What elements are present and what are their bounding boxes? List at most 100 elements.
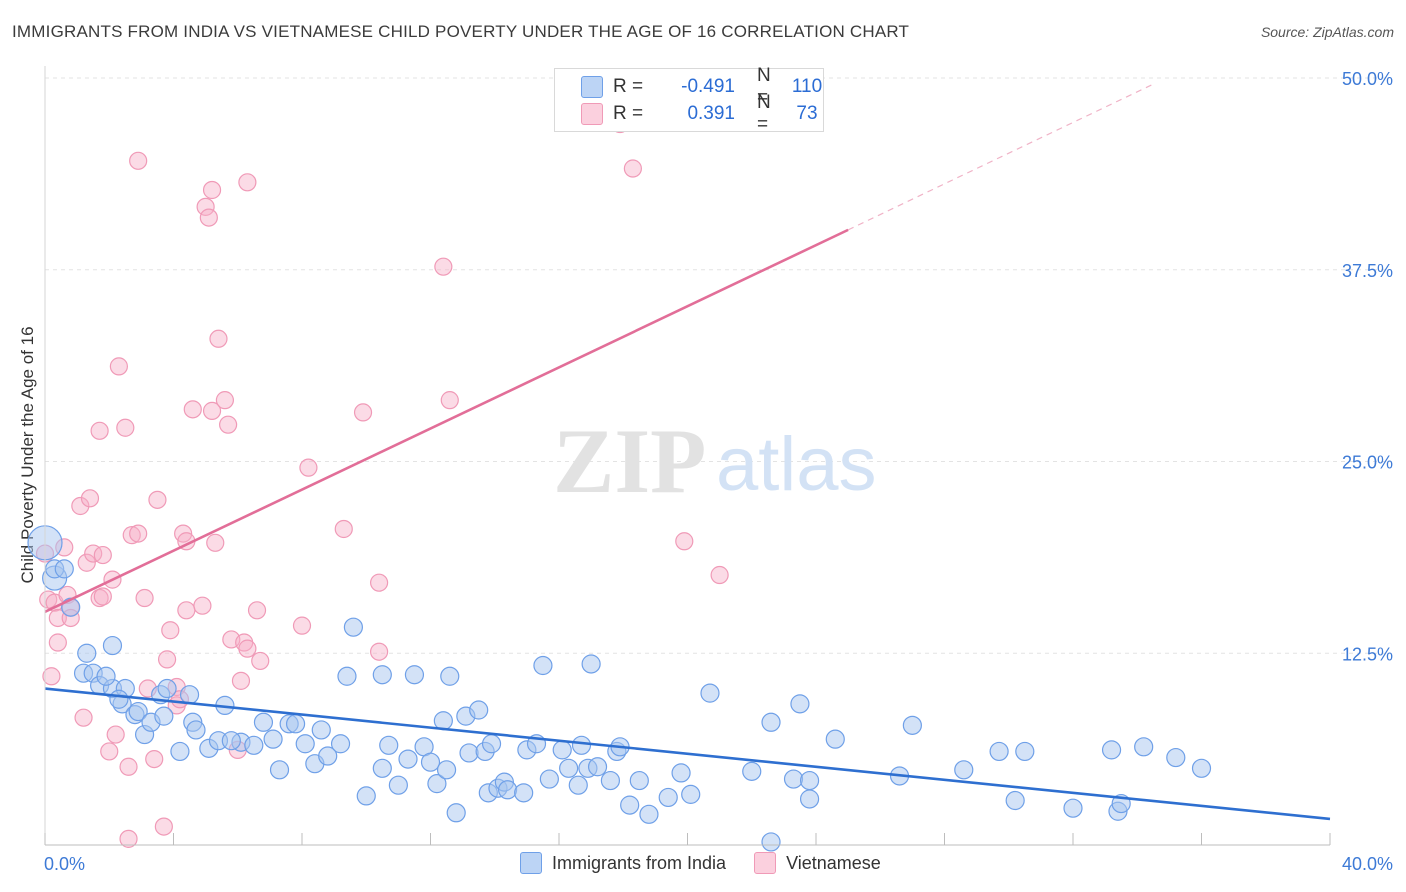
legend-n-label: N = — [757, 65, 771, 108]
vietnamese-point — [93, 587, 112, 606]
india-point — [1005, 790, 1025, 811]
chart-title: IMMIGRANTS FROM INDIA VS VIETNAMESE CHIL… — [12, 22, 910, 41]
vietnamese-trend-line — [44, 228, 849, 614]
vietnamese-point — [299, 458, 318, 477]
grid-lines — [45, 77, 1390, 654]
vietnamese-point — [238, 639, 257, 658]
vietnamese-point — [116, 418, 135, 437]
vietnamese-point — [231, 671, 251, 690]
legend-r-value: -0.491 — [681, 76, 735, 97]
india-point — [533, 655, 553, 676]
vietnamese-point — [42, 667, 61, 686]
vietnamese-point — [251, 651, 270, 671]
axes: 12.5% 25.0% 37.5% 50.0% 0.0% 40.0% — [44, 66, 1393, 874]
india-point — [790, 694, 810, 714]
india-point — [459, 743, 479, 763]
india-point — [761, 712, 781, 732]
india-point — [559, 758, 579, 778]
vietnamese-point — [109, 357, 128, 376]
legend-item-india[interactable]: Immigrants from India — [520, 852, 726, 874]
india-point — [372, 665, 392, 685]
india-point — [372, 758, 392, 778]
x-tick-label: 0.0% — [44, 854, 85, 874]
vietnamese-point — [238, 173, 257, 192]
india-points — [27, 525, 1212, 852]
legend-item-vietnamese[interactable]: Vietnamese — [754, 852, 881, 874]
india-point — [157, 678, 177, 699]
india-point — [398, 749, 418, 769]
india-point — [581, 654, 601, 674]
india-point — [170, 741, 190, 762]
vietnamese-point — [370, 642, 389, 661]
vietnamese-point — [90, 421, 109, 440]
vietnamese-point — [434, 257, 453, 276]
legend-r-label: R = — [613, 76, 644, 97]
vietnamese-point — [193, 596, 212, 615]
india-point — [285, 714, 306, 734]
india-point — [102, 635, 123, 656]
india-point — [54, 559, 74, 579]
india-point — [571, 735, 592, 755]
india-point — [681, 784, 701, 804]
y-tick-label: 12.5% — [1342, 644, 1393, 664]
india-point — [337, 666, 357, 686]
vietnamese-point — [247, 601, 267, 620]
vietnamese-point — [219, 415, 238, 434]
vietnamese-point — [122, 526, 141, 545]
watermark-atlas: atlas — [716, 422, 877, 507]
series-legend: Immigrants from India Vietnamese — [520, 852, 881, 874]
vietnamese-point — [177, 601, 196, 620]
india-point — [1191, 758, 1212, 778]
india-point — [514, 783, 534, 803]
india-point — [179, 685, 200, 705]
vietnamese-swatch — [581, 103, 603, 125]
india-point — [154, 706, 174, 726]
vietnamese-point — [370, 573, 389, 592]
vietnamese-point — [710, 565, 729, 585]
vietnamese-point — [675, 532, 694, 551]
vietnamese-point — [334, 519, 353, 539]
india-point — [469, 700, 489, 720]
vietnamese-point — [199, 208, 218, 227]
india-point — [481, 734, 502, 754]
india-point — [700, 683, 720, 703]
vietnamese-point — [129, 151, 148, 170]
india-point — [263, 729, 283, 749]
vietnamese-point — [148, 490, 167, 509]
india-point — [244, 735, 264, 755]
india-point — [568, 775, 588, 795]
india-swatch — [581, 76, 603, 98]
vietnamese-point — [145, 749, 164, 769]
india-point — [498, 780, 518, 800]
india-point — [446, 803, 466, 823]
india-point — [799, 789, 820, 809]
india-point — [825, 729, 845, 749]
india-point — [427, 774, 447, 794]
vietnamese-point — [77, 553, 96, 572]
india-point — [253, 712, 274, 732]
india-point — [404, 665, 425, 685]
india-point — [539, 769, 559, 789]
legend-n-label: N = — [757, 92, 771, 135]
india-point — [639, 804, 659, 824]
vietnamese-point — [292, 616, 312, 635]
india-point — [221, 731, 241, 751]
vietnamese-point — [440, 391, 459, 410]
legend-n-value: 73 — [796, 103, 818, 124]
vietnamese-point — [119, 829, 138, 848]
vietnamese-point — [202, 180, 222, 200]
watermark-zip: ZIP — [553, 410, 706, 512]
india-point — [318, 746, 338, 766]
india-point — [658, 787, 678, 808]
vietnamese-point — [353, 403, 373, 422]
y-tick-label: 50.0% — [1342, 69, 1393, 89]
trend-lines — [44, 83, 1331, 821]
vietnamese-point — [215, 391, 234, 410]
vietnamese-point — [106, 725, 125, 744]
india-point — [311, 720, 331, 740]
india-point — [629, 770, 649, 791]
india-point — [1134, 737, 1154, 757]
vietnamese-point — [623, 159, 642, 178]
india-point — [600, 770, 621, 791]
india-point — [109, 689, 129, 709]
